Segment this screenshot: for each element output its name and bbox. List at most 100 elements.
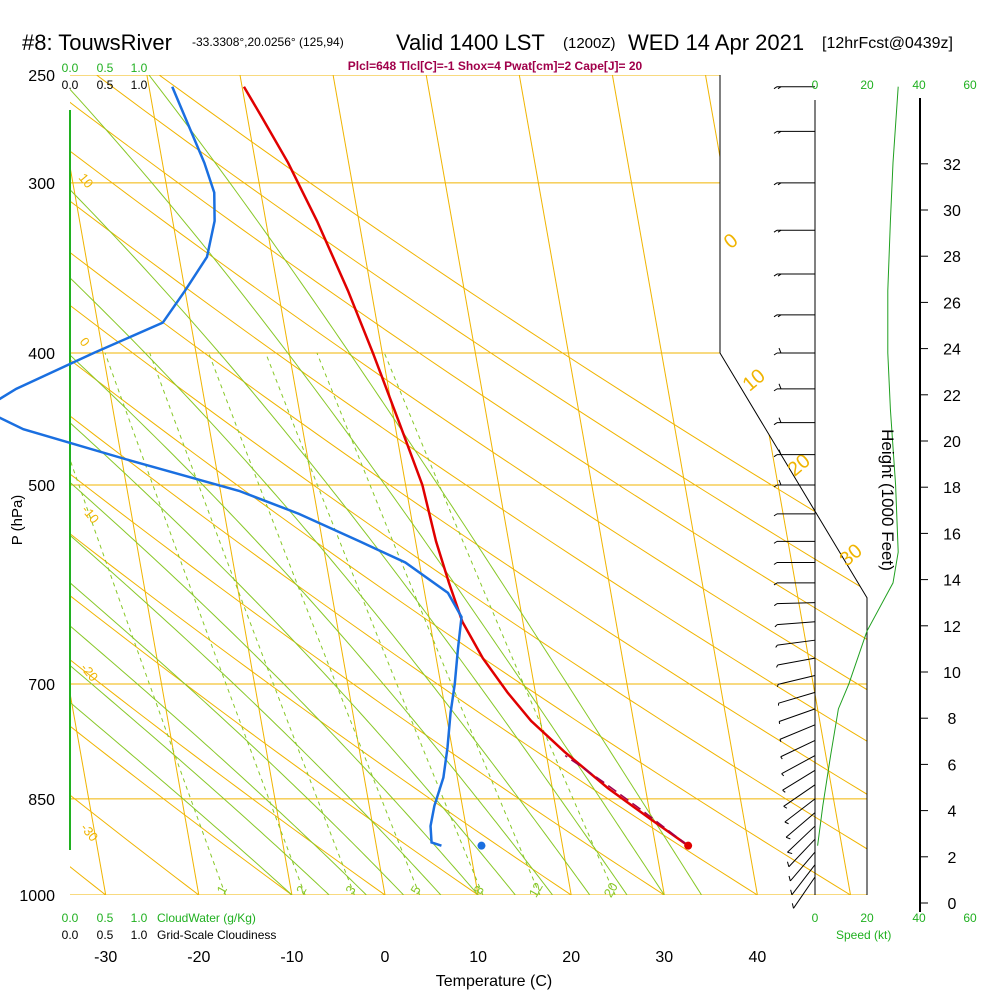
cloudwater-tick-bottom: 0.5 xyxy=(97,911,114,925)
temperature-tick-label: 10 xyxy=(469,949,487,966)
cloudwater-label: CloudWater (g/Kg) xyxy=(157,911,256,925)
isotherm-side-label: -30 xyxy=(78,820,102,844)
height-tick-label: 30 xyxy=(943,203,961,220)
speed-tick-top: 0 xyxy=(812,78,819,92)
height-tick-label: 22 xyxy=(943,388,961,405)
isotherm-side-label: 10 xyxy=(76,170,97,191)
pressure-axis-title: P (hPa) xyxy=(9,495,26,546)
cloudiness-tick-bottom: 1.0 xyxy=(131,928,148,942)
wind-barb xyxy=(791,865,815,895)
speed-tick-top: 60 xyxy=(963,78,977,92)
wind-barb xyxy=(784,785,815,808)
isotherm-side-label: -20 xyxy=(78,660,102,684)
wind-barb xyxy=(781,740,815,759)
isotherm xyxy=(0,75,13,895)
wind-barb xyxy=(789,852,815,881)
surface-temperature-dot xyxy=(684,842,692,850)
pressure-tick-label: 400 xyxy=(28,346,55,363)
temperature-tick-label: -20 xyxy=(187,949,210,966)
temperature-tick-label: 40 xyxy=(749,949,767,966)
wind-barb xyxy=(783,770,815,792)
height-tick-label: 4 xyxy=(948,804,957,821)
valid-date: WED 14 Apr 2021 xyxy=(628,30,804,55)
height-tick-label: 12 xyxy=(943,619,961,636)
pressure-tick-label: 250 xyxy=(28,68,55,85)
isotherm-side-label: -10 xyxy=(79,502,103,526)
wind-barb xyxy=(774,583,815,585)
height-axis-title: Height (1000 Feet) xyxy=(878,429,897,571)
height-tick-label: 20 xyxy=(943,434,961,451)
station-name: #8: TouwsRiver xyxy=(22,30,172,55)
cloudwater-tick-bottom: 1.0 xyxy=(131,911,148,925)
height-tick-label: 24 xyxy=(943,342,961,359)
cloudiness-label: Grid-Scale Cloudiness xyxy=(157,928,276,942)
height-tick-label: 10 xyxy=(943,665,961,682)
temperature-tick-label: 20 xyxy=(562,949,580,966)
speed-tick-top: 40 xyxy=(912,78,926,92)
temperature-axis-title: Temperature (C) xyxy=(436,973,552,990)
pressure-tick-label: 300 xyxy=(28,176,55,193)
speed-axis-label: Speed (kt) xyxy=(836,928,891,942)
height-tick-label: 6 xyxy=(948,757,957,774)
mixing-ratio-line xyxy=(384,353,615,895)
cloudiness-tick-top: 1.0 xyxy=(131,78,148,92)
wind-barb xyxy=(792,877,815,908)
wind-barb xyxy=(774,183,815,185)
height-tick-label: 28 xyxy=(943,249,961,266)
pressure-axis: 250 300 400 500 700 850 1000 xyxy=(19,68,55,905)
speed-tick-bottom: 60 xyxy=(963,911,977,925)
wind-barb xyxy=(774,418,815,425)
height-tick-label: 26 xyxy=(943,295,961,312)
height-tick-label: 18 xyxy=(943,480,961,497)
wind-barb xyxy=(774,87,815,89)
dry-adiabat-label: 30 xyxy=(836,540,867,571)
wind-barb xyxy=(774,348,815,355)
height-tick-label: 2 xyxy=(948,850,957,867)
cloudwater-tick-top: 0.0 xyxy=(62,61,79,75)
pressure-tick-label: 850 xyxy=(28,792,55,809)
mixing-ratio-lines xyxy=(33,353,615,895)
wind-barb xyxy=(774,541,815,543)
temperature-tick-label: 30 xyxy=(655,949,673,966)
valid-time: Valid 1400 LST xyxy=(396,30,545,55)
speed-tick-bottom: 40 xyxy=(912,911,926,925)
valid-time-z: (1200Z) xyxy=(563,35,616,52)
cloudiness-tick-bottom: 0.5 xyxy=(97,928,114,942)
cloud-axis-top: 0.0 0.5 1.0 0.0 0.5 1.0 xyxy=(62,61,148,92)
pressure-tick-label: 500 xyxy=(28,478,55,495)
cloudiness-tick-top: 0.5 xyxy=(97,78,114,92)
cloudwater-tick-top: 0.5 xyxy=(97,61,114,75)
wind-barb xyxy=(774,514,815,516)
mixing-ratio-line xyxy=(105,353,305,895)
speed-tick-bottom: 20 xyxy=(860,911,874,925)
wind-barb xyxy=(779,692,815,705)
temperature-tick-label: 0 xyxy=(381,949,390,966)
profile-temperature xyxy=(244,87,688,846)
isotherm-side-label: 0 xyxy=(77,334,93,349)
speed-tick-top: 20 xyxy=(860,78,874,92)
mixing-ratio-line xyxy=(33,353,226,895)
pressure-tick-label: 1000 xyxy=(19,888,55,905)
cloudiness-tick-top: 0.0 xyxy=(62,78,79,92)
cloudwater-tick-top: 1.0 xyxy=(131,61,148,75)
cloudwater-tick-bottom: 0.0 xyxy=(62,911,79,925)
sounding-params: Plcl=648 Tlcl[C]=-1 Shox=4 Pwat[cm]=2 Ca… xyxy=(348,59,643,73)
wind-barb xyxy=(775,622,815,627)
wind-barb xyxy=(774,563,815,565)
wind-barb xyxy=(774,131,815,133)
height-tick-label: 8 xyxy=(948,711,957,728)
height-tick-label: 16 xyxy=(943,526,961,543)
isobar-lines xyxy=(70,75,867,895)
dry-adiabat-label: 0 xyxy=(720,229,743,253)
wind-barb xyxy=(774,384,815,391)
height-tick-label: 14 xyxy=(943,573,961,590)
wind-barb xyxy=(787,826,815,853)
cloudiness-tick-bottom: 0.0 xyxy=(62,928,79,942)
mixing-ratio-line xyxy=(317,353,540,895)
wind-barb xyxy=(774,274,815,276)
pressure-tick-label: 700 xyxy=(28,677,55,694)
